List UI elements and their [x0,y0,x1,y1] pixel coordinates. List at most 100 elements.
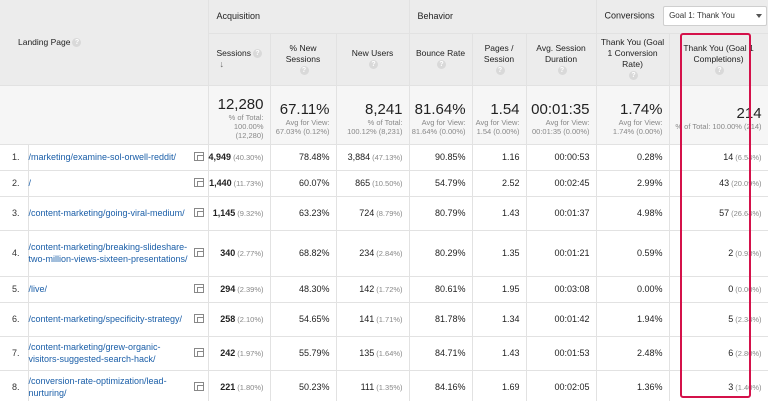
new-users-value: 111 [360,382,375,392]
help-icon[interactable]: ? [437,60,447,70]
row-index: 5. [0,276,29,303]
conv-rate-header[interactable]: Thank You (Goal 1 Conversion Rate)? [596,33,670,86]
total-sessions: 12,280% of Total: 100.00% (12,280) [208,85,271,145]
new-users-label: New Users [351,48,394,58]
goal-select-value: Goal 1: Thank You [669,11,735,21]
landing-page-link-cell[interactable]: /content-marketing/grew-organic-visitors… [28,336,209,371]
bounce-rate-header[interactable]: Bounce Rate? [409,33,473,86]
sessions-value: 294 [220,284,236,294]
avg-duration-cell: 00:01:37 [526,196,597,231]
completions-value: 2 [728,248,734,258]
sessions-value: 1,145 [212,208,236,218]
landing-page-link[interactable]: /marketing/examine-sol-orwell-reddit/ [28,152,177,162]
table-row[interactable]: 7./content-marketing/grew-organic-visito… [0,336,768,371]
conv-rate-cell: 0.59% [596,230,670,277]
sessions-cell: 1,440 (11.73%) [208,170,271,197]
avg-duration-cell: 00:03:08 [526,276,597,303]
landing-page-link-cell[interactable]: /content-marketing/breaking-slideshare-t… [28,230,209,277]
pages-session-cell: 1.34 [472,302,527,337]
external-link-icon[interactable] [193,348,204,357]
table-row[interactable]: 4./content-marketing/breaking-slideshare… [0,230,768,277]
table-row[interactable]: 1./marketing/examine-sol-orwell-reddit/4… [0,144,768,171]
landing-page-link-cell[interactable]: /content-marketing/going-viral-medium/ [28,196,209,231]
avg-duration-header[interactable]: Avg. Session Duration? [526,33,597,86]
new-sessions-header[interactable]: % New Sessions? [270,33,337,86]
table-row[interactable]: 3./content-marketing/going-viral-medium/… [0,196,768,231]
bounce-rate-cell: 80.79% [409,196,473,231]
help-icon[interactable]: ? [72,38,82,48]
new-users-cell: 865 (10.50%) [336,170,410,197]
new-users-cell: 3,884 (47.13%) [336,144,410,171]
landing-page-link-cell[interactable]: /live/ [28,276,209,303]
pages-session-cell: 1.43 [472,336,527,371]
table-row[interactable]: 5./live/294 (2.39%) 48.30% 142 (1.72%) 80.61%… [0,276,768,303]
help-icon[interactable]: ? [299,65,309,75]
external-link-icon[interactable] [193,178,204,187]
conversions-label: Conversions [604,10,655,21]
conv-rate-cell: 2.99% [596,170,670,197]
new-users-value: 234 [359,248,375,258]
conv-rate-cell: 1.36% [596,370,670,401]
new-users-percent: (1.64%) [376,349,403,358]
help-icon[interactable]: ? [715,65,725,75]
landing-page-link[interactable]: /conversion-rate-optimization/lead-nurtu… [28,376,167,398]
sort-desc-icon[interactable]: ↓ [219,59,225,70]
external-link-icon[interactable] [193,314,204,323]
help-icon[interactable]: ? [369,60,379,70]
sessions-percent: (40.30%) [233,153,264,162]
table-row[interactable]: 8./conversion-rate-optimization/lead-nur… [0,370,768,401]
completions-percent: (6.54%) [735,153,762,162]
new-sessions-cell: 48.30% [270,276,337,303]
completions-header[interactable]: Thank You (Goal 1 Completions)? [669,33,768,86]
landing-page-link[interactable]: /live/ [28,284,48,294]
total-completions: 214% of Total: 100.00% (214) [669,85,768,145]
external-link-icon[interactable] [193,208,204,217]
completions-value: 3 [728,382,734,392]
landing-page-link-cell[interactable]: /content-marketing/specificity-strategy/ [28,302,209,337]
chevron-down-icon [756,14,763,19]
pages-session-header[interactable]: Pages / Session? [472,33,527,86]
new-users-header[interactable]: New Users? [336,33,410,86]
new-users-percent: (1.72%) [376,285,403,294]
new-users-percent: (47.13%) [372,153,403,162]
landing-page-link[interactable]: /content-marketing/going-viral-medium/ [28,208,185,218]
landing-page-link[interactable]: /content-marketing/breaking-slideshare-t… [28,242,188,264]
table-row[interactable]: 2./1,440 (11.73%) 60.07% 865 (10.50%) 54.79% 2… [0,170,768,197]
help-icon[interactable]: ? [495,65,505,75]
totals-spacer [0,85,209,145]
sessions-percent: (1.80%) [237,383,264,392]
landing-page-link-cell[interactable]: /marketing/examine-sol-orwell-reddit/ [28,144,209,171]
bounce-rate-cell: 81.78% [409,302,473,337]
new-users-cell: 234 (2.84%) [336,230,410,277]
goal-select-dropdown[interactable]: Goal 1: Thank You [663,6,768,27]
pages-session-cell: 1.95 [472,276,527,303]
total-value: 81.64% [414,100,466,118]
landing-page-link[interactable]: /content-marketing/specificity-strategy/ [28,314,183,324]
help-icon[interactable]: ? [557,65,567,75]
external-link-icon[interactable] [193,248,204,257]
new-sessions-label: % New Sessions [285,42,321,64]
new-users-cell: 111 (1.35%) [336,370,410,401]
total-value: 67.11% [279,100,330,118]
external-link-icon[interactable] [193,284,204,293]
landing-page-link[interactable]: /content-marketing/grew-organic-visitors… [28,342,161,364]
sessions-cell: 4,949 (40.30%) [208,144,271,171]
sessions-header[interactable]: Sessions ? ↓ [208,33,271,86]
total-sub: Avg for View: 81.64% (0.00%) [411,117,466,136]
landing-page-link[interactable]: / [28,178,32,188]
bounce-rate-cell: 80.29% [409,230,473,277]
external-link-icon[interactable] [193,152,204,161]
new-sessions-cell: 68.82% [270,230,337,277]
total-sub: Avg for View: 67.03% (0.12%) [275,117,330,136]
completions-cell: 57 (26.64%) [669,196,768,231]
landing-page-header[interactable]: Landing Page? [0,0,209,86]
help-icon[interactable]: ? [253,49,262,59]
help-icon[interactable]: ? [629,71,639,81]
table-row[interactable]: 6./content-marketing/specificity-strateg… [0,302,768,337]
landing-page-link-cell[interactable]: / [28,170,209,197]
landing-page-link-cell[interactable]: /conversion-rate-optimization/lead-nurtu… [28,370,209,401]
external-link-icon[interactable] [193,382,204,391]
sessions-value: 221 [220,382,236,392]
bounce-rate-cell: 90.85% [409,144,473,171]
